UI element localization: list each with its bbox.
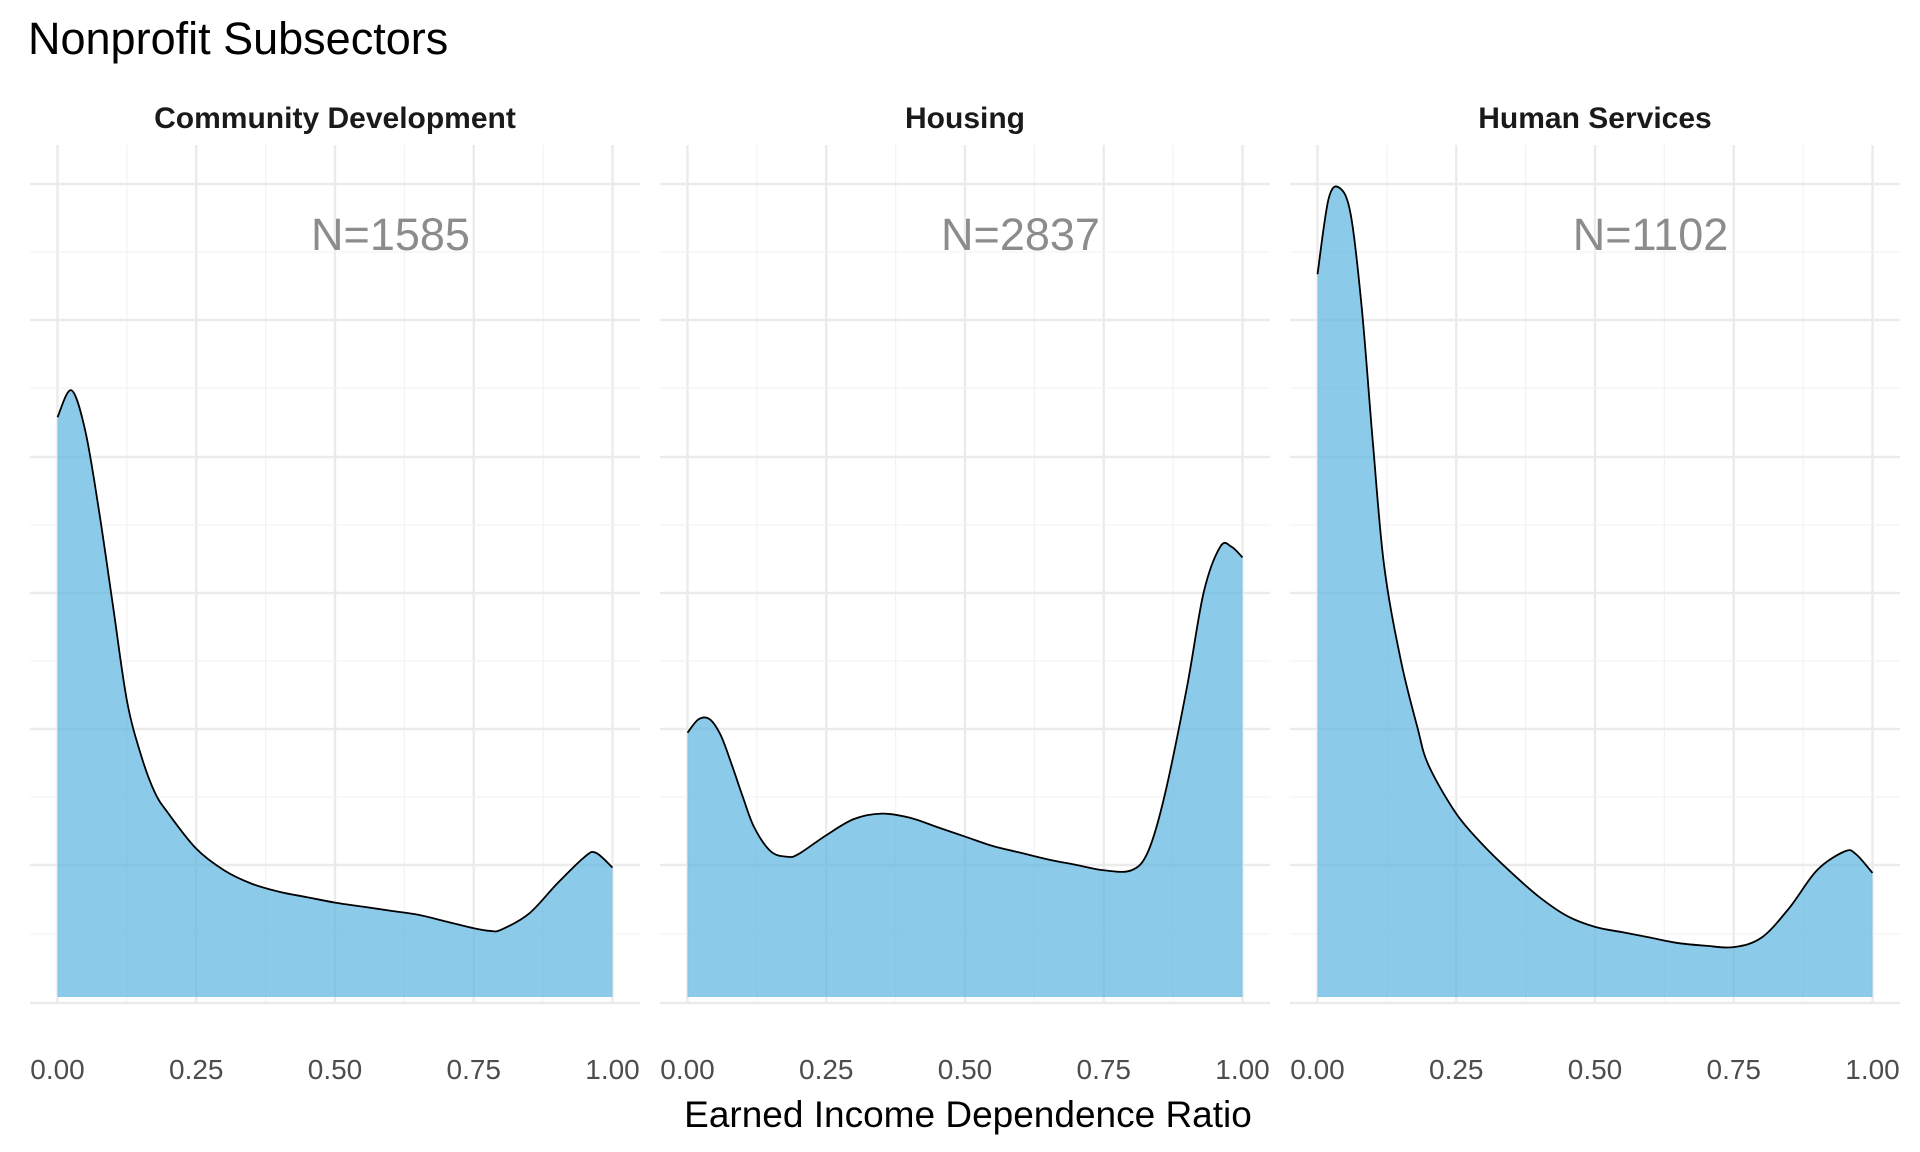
x-tick-label: 0.00 [660,1054,715,1085]
x-tick-label: 0.50 [308,1054,363,1085]
facet-strip-label: Human Services [1478,102,1711,135]
density-line [686,541,1244,873]
facet-panel: Housing N=2837 0.00 0.25 0.50 0.75 1.00 [660,102,1270,1085]
chart-title: Nonprofit Subsectors [28,13,448,64]
x-tick-label: 0.75 [1077,1054,1132,1085]
x-tick-label: 0.75 [447,1054,502,1085]
x-tick-label: 0.00 [30,1054,85,1085]
sample-size-annotation: N=1102 [1573,209,1729,260]
facet-panels: Community Development N=1585 0.00 0.25 0.50 0… [30,102,1900,1085]
x-axis-label: Earned Income Dependence Ratio [684,1094,1252,1135]
density-area [57,390,613,997]
x-tick-label: 1.00 [585,1054,640,1085]
x-tick-label: 0.25 [169,1054,224,1085]
x-tick-label: 0.00 [1290,1054,1345,1085]
x-tick-label: 0.50 [1568,1054,1623,1085]
x-tick-label: 0.75 [1707,1054,1762,1085]
density-area [1317,186,1873,997]
sample-size-annotation: N=1585 [311,209,470,260]
density-line [56,389,614,933]
facet-panel: Community Development N=1585 0.00 0.25 0.50 0… [30,102,640,1085]
density-area [687,542,1243,997]
x-tick-label: 0.25 [799,1054,854,1085]
facet-strip-label: Community Development [154,102,516,135]
x-tick-label: 1.00 [1845,1054,1900,1085]
density-line [1316,185,1874,949]
facet-strip-label: Housing [905,102,1025,135]
sample-size-annotation: N=2837 [941,209,1100,260]
facet-panel: Human Services N=1102 0.00 0.25 0.50 0.75 1.00 [1290,102,1900,1085]
x-tick-label: 0.25 [1429,1054,1484,1085]
x-tick-label: 0.50 [938,1054,993,1085]
x-tick-label: 1.00 [1215,1054,1270,1085]
